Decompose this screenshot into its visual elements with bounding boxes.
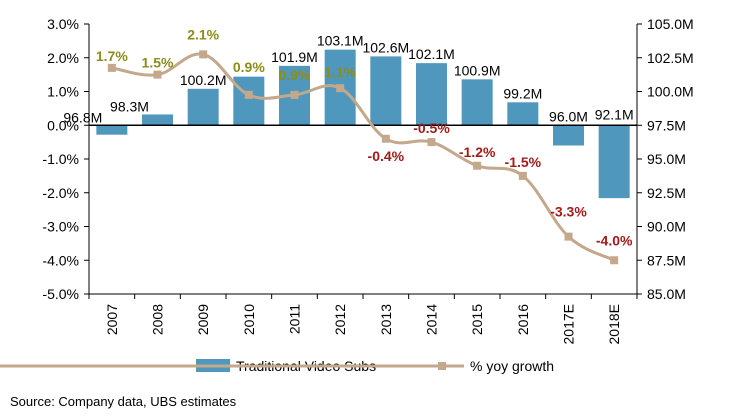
bar-value-label: 102.6M (362, 39, 409, 55)
growth-value-label: 1.7% (96, 48, 128, 64)
bar-value-label: 99.2M (503, 85, 542, 101)
bar-value-label: 92.1M (595, 106, 634, 122)
growth-value-label: 2.1% (187, 26, 219, 42)
right-tick-label: 92.5M (647, 185, 686, 201)
right-axis: 105.0M 102.5M 100.0M 97.5M 95.0M 92.5M 90.0M 87… (637, 16, 694, 302)
bar-value-label: 100.9M (454, 62, 501, 78)
bar-value-label: 102.1M (408, 46, 455, 62)
right-tick-label: 87.5M (647, 252, 686, 268)
bar (461, 79, 493, 126)
bar-value-label: 103.1M (317, 33, 364, 49)
bar-value-label: 101.9M (271, 49, 318, 65)
growth-value-label: 1.5% (142, 55, 174, 71)
growth-value-label: -0.4% (368, 148, 405, 164)
legend-line-marker (438, 362, 446, 370)
category-label: 2018E (606, 304, 622, 344)
category-label: 2010 (241, 304, 257, 335)
left-tick-label: -2.0% (42, 185, 79, 201)
bar (598, 125, 630, 199)
bar-value-label: 96.8M (63, 109, 102, 125)
left-tick-label: 3.0% (47, 16, 79, 32)
growth-marker (336, 84, 345, 93)
bar-value-label: 100.2M (180, 72, 227, 88)
category-label: 2017E (561, 304, 577, 344)
growth-marker (518, 171, 527, 180)
bar-value-label: 96.0M (549, 108, 588, 124)
line-series (107, 50, 619, 265)
category-label: 2016 (515, 304, 531, 335)
right-tick-label: 102.5M (647, 50, 694, 66)
bar (416, 63, 447, 126)
x-axis-labels: 2007 2008 2009 2010 2011 2012 2013 2014 2015 2016… (104, 304, 622, 345)
legend-line-label: % yoy growth (470, 358, 554, 374)
left-tick-label: -5.0% (42, 286, 79, 302)
category-label: 2009 (195, 304, 211, 335)
bar-value-label: 98.3M (110, 98, 149, 114)
right-tick-label: 100.0M (647, 84, 694, 100)
category-label: 2011 (287, 304, 303, 334)
left-tick-label: 0.0% (47, 117, 79, 133)
left-tick-label: 2.0% (47, 50, 79, 66)
growth-marker (244, 90, 253, 99)
bar (370, 56, 402, 126)
line-data-labels: 1.7% 1.5%2.1%0.9% 0.9% 1.1%-0.4%-0.5%-1.2%-… (96, 26, 633, 248)
growth-marker (153, 70, 162, 79)
left-tick-label: -4.0% (42, 252, 79, 268)
category-label: 2007 (104, 304, 120, 335)
growth-value-label: 0.9% (279, 67, 311, 83)
category-label: 2014 (424, 304, 440, 335)
bar-data-labels: 96.8M 98.3M 100.2M 101.9M103.1M102.6M102.1M… (63, 33, 633, 126)
growth-value-label: -3.3% (550, 204, 587, 220)
right-tick-label: 105.0M (647, 16, 694, 32)
growth-marker (381, 134, 390, 143)
category-label: 2008 (150, 304, 166, 335)
growth-marker (473, 161, 482, 170)
growth-marker (107, 63, 116, 72)
left-tick-label: 1.0% (47, 84, 79, 100)
bar (96, 125, 128, 135)
growth-value-label: 1.1% (324, 64, 356, 80)
growth-marker (610, 256, 619, 265)
bar (507, 102, 539, 126)
category-label: 2015 (469, 304, 485, 335)
growth-value-label: -1.2% (459, 144, 496, 160)
growth-marker (427, 138, 436, 147)
left-tick-label: -1.0% (42, 151, 79, 167)
category-label: 2013 (378, 304, 394, 335)
growth-value-label: -1.5% (505, 154, 542, 170)
left-axis: 3.0% 2.0% 1.0% 0.0% -1.0% -2.0% -3.0% -4.0% -5.0… (42, 16, 89, 302)
growth-value-label: 0.9% (233, 59, 265, 75)
growth-value-label: -4.0% (596, 232, 633, 248)
bar (142, 114, 173, 126)
growth-marker (564, 232, 573, 241)
right-tick-label: 90.0M (647, 219, 686, 235)
left-tick-label: -3.0% (42, 219, 79, 235)
bar (187, 88, 219, 126)
bar (233, 76, 265, 126)
growth-value-label: -0.5% (413, 120, 450, 136)
bar-series (96, 49, 630, 199)
source-note: Source: Company data, UBS estimates (10, 394, 237, 409)
right-tick-label: 85.0M (647, 286, 686, 302)
growth-marker (290, 90, 299, 99)
growth-marker (199, 50, 208, 59)
right-tick-label: 97.5M (647, 117, 686, 133)
right-tick-label: 95.0M (647, 151, 686, 167)
axes (88, 24, 638, 299)
category-label: 2012 (332, 304, 348, 335)
bar (553, 125, 584, 146)
combo-chart: 3.0% 2.0% 1.0% 0.0% -1.0% -2.0% -3.0% -4.0% -5.0… (0, 16, 694, 374)
legend: Traditional Video Subs % yoy growth (0, 358, 554, 374)
